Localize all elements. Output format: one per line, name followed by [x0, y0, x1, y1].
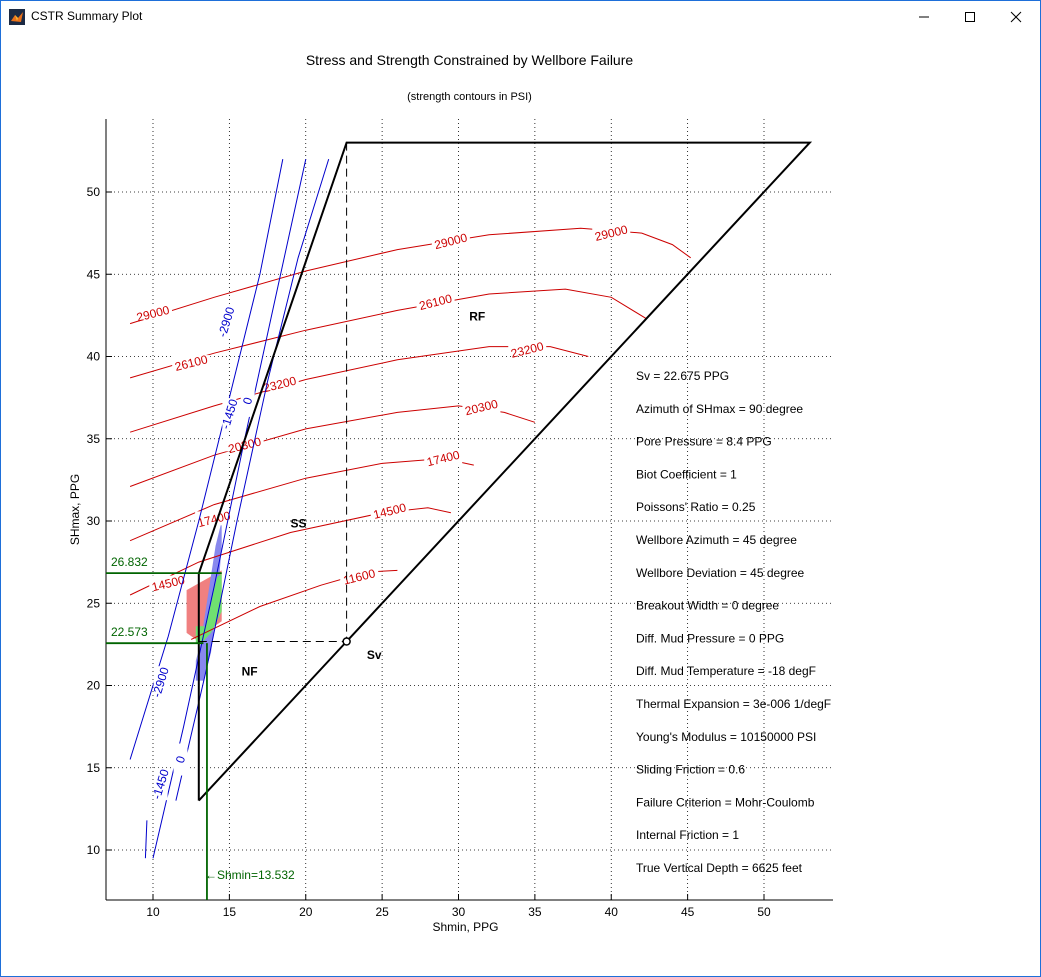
- parameter-annotation: Failure Criterion = Mohr-Coulomb: [636, 795, 815, 809]
- region-label-rf: RF: [469, 309, 485, 323]
- minimize-button[interactable]: [901, 1, 947, 32]
- x-tick-label: 30: [452, 905, 466, 919]
- parameter-annotation: Biot Coefficient = 1: [636, 467, 737, 481]
- contour-label-bg: [222, 398, 237, 431]
- strength-contour-29000: [129, 227, 691, 325]
- chart-title: Stress and Strength Constrained by Wellb…: [306, 52, 634, 68]
- contour-label-bg: [172, 355, 211, 370]
- contour-label-bg: [340, 568, 379, 583]
- contour-label-bg: [260, 376, 299, 391]
- strength-contour-20300: [129, 405, 536, 487]
- contour-label-bg: [462, 399, 501, 414]
- contour-label-bg: [219, 305, 234, 338]
- title-bar[interactable]: CSTR Summary Plot: [1, 1, 1040, 32]
- close-icon: [1010, 11, 1022, 22]
- parameter-annotation: Thermal Expansion = 3e-006 1/degF: [636, 697, 831, 711]
- contour-label-bg: [592, 225, 631, 240]
- tensile-contour-label: -1450: [149, 767, 171, 801]
- parameter-annotation: True Vertical Depth = 6625 feet: [636, 861, 803, 875]
- contour-label-bg: [153, 666, 168, 699]
- contour-label-bg: [240, 384, 255, 417]
- chart-subtitle: (strength contours in PSI): [407, 91, 532, 103]
- contour-label-bg: [431, 233, 470, 248]
- window-title: CSTR Summary Plot: [31, 9, 143, 23]
- x-tick-label: 50: [757, 905, 771, 919]
- stress-polygon: [197, 141, 813, 802]
- contour-label-bg: [424, 450, 463, 465]
- shmax-upper-label: 26.832: [111, 555, 148, 569]
- parameter-annotation: Wellbore Azimuth = 45 degree: [636, 533, 797, 547]
- tensile-contour-label: 0: [240, 395, 255, 406]
- parameter-annotation: Wellbore Deviation = 45 degree: [636, 566, 805, 580]
- y-tick-label: 50: [87, 185, 101, 199]
- y-tick-label: 40: [87, 350, 101, 364]
- y-tick-label: 30: [87, 514, 101, 528]
- tensile-contour-label: 0: [173, 754, 188, 765]
- contour-label-bg: [134, 305, 172, 320]
- region-label-sv: Sv: [367, 648, 382, 662]
- x-tick-label: 45: [681, 905, 695, 919]
- tensile-contour-fragment: [144, 820, 148, 859]
- contour-label-bg: [195, 511, 234, 526]
- y-axis-label: SHmax, PPG: [68, 474, 82, 545]
- y-tick-label: 35: [87, 432, 101, 446]
- parameter-annotation: Pore Pressure = 8.4 PPG: [636, 435, 772, 449]
- tensile-contour-0: [175, 158, 330, 801]
- region-label-nf: NF: [242, 665, 258, 679]
- maximize-button[interactable]: [947, 1, 993, 32]
- x-axis-label: Shmin, PPG: [432, 920, 498, 934]
- matlab-icon: [9, 9, 25, 25]
- x-tick-label: 10: [146, 905, 160, 919]
- shmin-label: ←Shmin=13.532: [205, 868, 295, 882]
- x-tick-label: 40: [605, 905, 619, 919]
- x-tick-label: 25: [375, 905, 389, 919]
- strength-contour-23200: [129, 346, 589, 433]
- contour-label-bg: [153, 768, 168, 801]
- strength-contour-14500: [129, 507, 452, 596]
- close-button[interactable]: [993, 1, 1039, 32]
- sv-point-marker: [342, 637, 351, 646]
- y-tick-label: 45: [87, 267, 101, 281]
- maximize-icon: [965, 11, 975, 22]
- y-tick-label: 25: [87, 596, 101, 610]
- x-tick-label: 35: [528, 905, 542, 919]
- contour-label-bg: [149, 575, 188, 590]
- parameter-annotation: Poissons' Ratio = 0.25: [636, 500, 756, 514]
- tensile-contour--2900: [129, 159, 284, 760]
- contour-label-bg: [173, 743, 188, 776]
- parameter-annotation: Diff. Mud Pressure = 0 PPG: [636, 631, 784, 645]
- parameter-annotation: Young's Modulus = 10150000 PSI: [636, 730, 816, 744]
- contour-label-bg: [416, 294, 455, 309]
- shmax-lower-label: 22.573: [111, 625, 148, 639]
- y-tick-label: 15: [87, 761, 101, 775]
- region-label-ss: SS: [290, 517, 306, 531]
- contour-label-bg: [370, 503, 409, 518]
- parameter-annotation: Azimuth of SHmax = 90 degree: [636, 402, 803, 416]
- y-tick-label: 20: [87, 679, 101, 693]
- parameter-annotation: Breakout Width = 0 degree: [636, 599, 779, 613]
- failure-region-2: [195, 573, 222, 643]
- tensile-contour-label: -2900: [149, 665, 171, 699]
- parameter-annotation: Sliding Friction = 0.6: [636, 763, 745, 777]
- x-tick-label: 20: [299, 905, 313, 919]
- minimize-icon: [919, 16, 929, 17]
- contour-label-bg: [508, 341, 547, 356]
- plot-canvas: Stress and Strength Constrained by Wellb…: [68, 52, 833, 934]
- x-tick-label: 15: [223, 905, 237, 919]
- parameter-annotation: Sv = 22.675 PPG: [636, 369, 729, 383]
- y-tick-label: 10: [87, 843, 101, 857]
- tensile-contour-label: -2900: [215, 305, 237, 339]
- tensile-contour-label: -1450: [218, 397, 240, 431]
- parameter-annotation: Internal Friction = 1: [636, 828, 739, 842]
- parameter-annotation: Diff. Mud Temperature = -18 degF: [636, 664, 816, 678]
